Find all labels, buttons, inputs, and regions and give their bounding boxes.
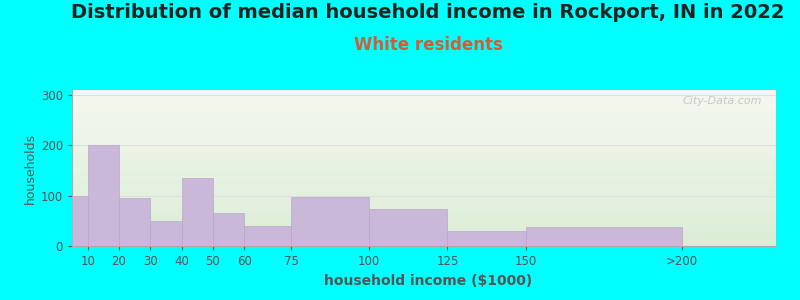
Bar xyxy=(526,227,682,246)
Bar xyxy=(119,198,150,246)
Bar xyxy=(213,213,244,246)
Text: City-Data.com: City-Data.com xyxy=(682,96,762,106)
Bar xyxy=(72,196,88,246)
Text: household income ($1000): household income ($1000) xyxy=(324,274,532,288)
Bar xyxy=(447,231,526,246)
Bar xyxy=(244,226,291,246)
Bar xyxy=(182,178,213,246)
Bar xyxy=(150,221,182,246)
Text: White residents: White residents xyxy=(354,36,502,54)
Text: Distribution of median household income in Rockport, IN in 2022: Distribution of median household income … xyxy=(71,3,785,22)
Bar xyxy=(88,146,119,246)
Bar xyxy=(370,209,447,246)
Y-axis label: households: households xyxy=(23,132,37,204)
Bar xyxy=(291,197,370,246)
